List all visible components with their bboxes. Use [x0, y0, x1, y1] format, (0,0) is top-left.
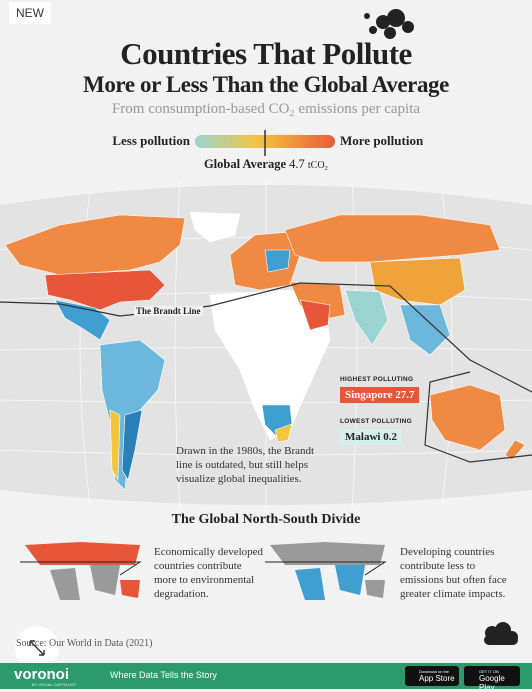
brandt-label: The Brandt Line	[134, 306, 203, 316]
vc-logo	[484, 622, 518, 645]
footer: voronoi BY VISUAL CAPITALIST Where Data …	[0, 663, 532, 692]
google-play-button[interactable]: GET IT ON Google Play	[464, 666, 520, 692]
brandt-line	[0, 282, 532, 393]
title-line2: More or Less Than the Global Average	[83, 72, 449, 97]
title-line1: Countries That Pollute	[120, 36, 412, 71]
south-text: Developing countries contribute less to …	[400, 546, 507, 600]
highest-country: Singapore	[345, 389, 393, 401]
google-small: GET IT ON	[479, 669, 499, 674]
google-label: Google Play	[479, 674, 505, 692]
highest-tag: HIGHEST POLLUTING	[340, 376, 414, 383]
highest-box: Singapore 27.7	[340, 387, 420, 403]
expand-icon	[29, 640, 45, 656]
countries	[4, 211, 526, 491]
legend-low: Less pollution	[112, 133, 190, 148]
global-average: Global Average 4.7 tCO₂	[0, 157, 532, 172]
map-annotation: Drawn in the 1980s, the Brandt line is o…	[176, 445, 315, 485]
app-store-small: Download on the	[419, 669, 450, 674]
lowest-box: Malawi 0.2	[340, 429, 402, 445]
divide-title: The Global North-South Divide	[171, 512, 361, 527]
subtitle: From consumption-based CO₂ emissions per…	[111, 101, 421, 117]
tagline: Where Data Tells the Story	[110, 670, 217, 680]
highest-value: 27.7	[395, 389, 415, 401]
average-unit: tCO₂	[307, 160, 329, 171]
south-mini-map	[265, 542, 387, 600]
north-mini-map	[20, 542, 142, 600]
average-label: Global Average	[203, 157, 287, 171]
average-value: 4.7	[289, 157, 305, 171]
brandt-line-loop	[424, 371, 532, 463]
source: Source: Our World in Data (2021)	[16, 638, 153, 649]
cloud-icon	[364, 9, 414, 39]
app-store-label: App Store	[419, 674, 455, 683]
legend-high: More pollution	[340, 133, 424, 148]
new-badge: NEW	[9, 2, 51, 24]
brand: voronoi	[14, 666, 69, 683]
byline: BY VISUAL CAPITALIST	[32, 682, 77, 687]
app-store-button[interactable]: Download on the App Store	[405, 666, 459, 686]
north-text: Economically developed countries contrib…	[154, 546, 264, 600]
lowest-tag: LOWEST POLLUTING	[340, 418, 412, 425]
lowest-value: 0.2	[383, 431, 397, 443]
lowest-country: Malawi	[345, 431, 381, 443]
